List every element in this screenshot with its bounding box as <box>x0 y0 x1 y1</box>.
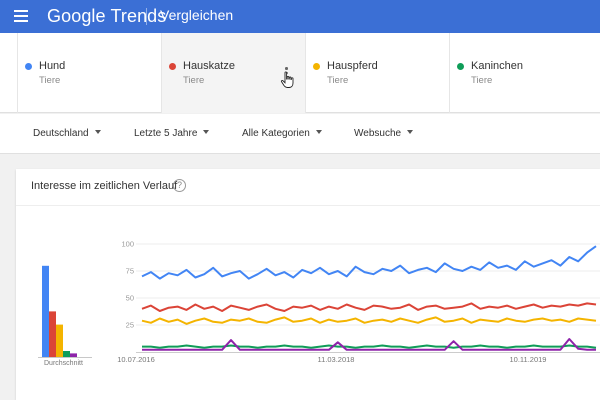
average-label: Durchschnitt <box>44 360 83 367</box>
term-card-1[interactable]: Hund Tiere <box>17 33 161 113</box>
average-bar <box>56 324 63 357</box>
card-divider <box>16 205 600 206</box>
google-trends-logo[interactable]: Google Trends <box>47 6 166 27</box>
help-icon[interactable]: ? <box>173 179 186 192</box>
chevron-down-icon <box>407 130 414 135</box>
x-tick-label: 11.03.2018 <box>318 355 355 364</box>
header-divider <box>146 8 147 25</box>
term-card-4[interactable]: Kaninchen Tiere <box>449 33 600 113</box>
hand-pointer-icon <box>280 71 294 88</box>
term-card-2[interactable]: Hauskatze Tiere <box>161 33 305 113</box>
interest-over-time-card: Interesse im zeitlichen Verlauf ? Durchs… <box>16 169 600 400</box>
y-tick-label: 100 <box>121 240 134 249</box>
chevron-down-icon <box>203 130 210 135</box>
period-dropdown[interactable]: Letzte 5 Jahre <box>134 128 210 139</box>
average-bar <box>70 353 77 357</box>
series-color-dot <box>457 63 464 70</box>
x-tick-label: 10.07.2016 <box>117 355 155 364</box>
term-category: Tiere <box>39 75 61 86</box>
interest-line-chart: 100 75 50 25 10.07.2016 11.03.2018 10.11.2019 <box>117 240 600 364</box>
compare-terms-bar: Hund Tiere Hauskatze Tiere Hauspferd Tie… <box>0 33 600 113</box>
term-category: Tiere <box>327 75 349 86</box>
category-dropdown[interactable]: Alle Kategorien <box>242 128 322 139</box>
term-category: Tiere <box>183 75 205 86</box>
series-line <box>142 338 596 351</box>
series-line <box>141 245 597 280</box>
filter-bar: Deutschland Letzte 5 Jahre Alle Kategori… <box>0 114 600 154</box>
y-tick-label: 25 <box>126 321 134 330</box>
x-tick-label: 10.11.2019 <box>510 355 547 364</box>
term-name: Hund <box>39 60 66 72</box>
hamburger-menu-icon[interactable] <box>14 10 28 22</box>
y-tick-label: 75 <box>126 267 134 276</box>
y-tick-label: 50 <box>126 294 134 303</box>
series-color-dot <box>25 63 32 70</box>
period-dropdown-label: Letzte 5 Jahre <box>134 128 198 139</box>
logo-google-text: Google <box>47 6 106 26</box>
series-color-dot <box>313 63 320 70</box>
region-dropdown-label: Deutschland <box>33 128 89 139</box>
region-dropdown[interactable]: Deutschland <box>33 128 101 139</box>
card-title: Interesse im zeitlichen Verlauf <box>31 180 178 192</box>
series-line <box>141 302 597 312</box>
term-name: Kaninchen <box>471 60 523 72</box>
series-line <box>142 344 597 349</box>
search-type-dropdown[interactable]: Websuche <box>354 128 414 139</box>
average-bar <box>49 311 56 357</box>
term-name: Hauspferd <box>327 60 378 72</box>
term-name: Hauskatze <box>183 60 235 72</box>
search-type-dropdown-label: Websuche <box>354 128 402 139</box>
average-bar <box>63 351 70 357</box>
logo-trends-text: Trends <box>110 6 167 26</box>
page-title: Vergleichen <box>160 7 234 23</box>
average-bar-chart <box>38 265 92 358</box>
chevron-down-icon <box>94 130 101 135</box>
series-line <box>141 316 597 325</box>
average-bar <box>42 265 49 357</box>
series-color-dot <box>169 63 176 70</box>
top-app-bar: Google Trends Vergleichen <box>0 0 600 33</box>
term-card-3[interactable]: Hauspferd Tiere <box>305 33 449 113</box>
category-dropdown-label: Alle Kategorien <box>242 128 310 139</box>
term-category: Tiere <box>471 75 493 86</box>
chevron-down-icon <box>315 130 322 135</box>
